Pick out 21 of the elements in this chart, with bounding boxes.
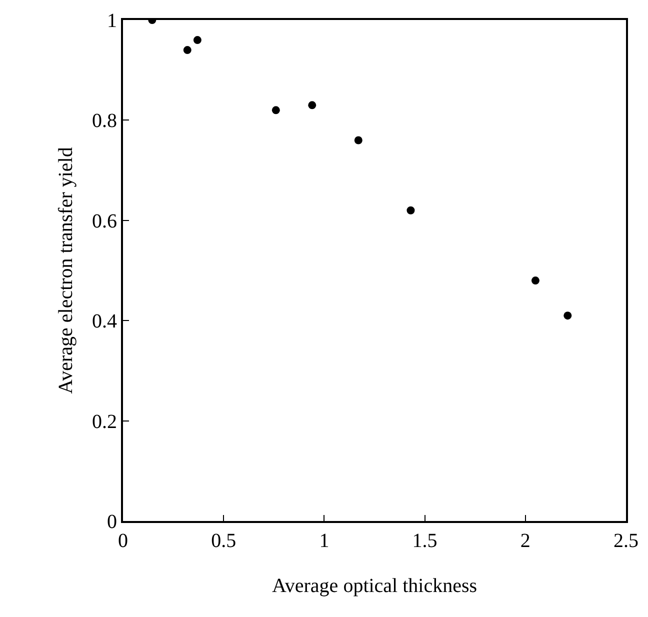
point — [406, 206, 415, 214]
y-tick-label: 1 — [107, 10, 117, 32]
point — [272, 106, 280, 114]
x-tick-label: 0.5 — [211, 530, 236, 552]
x-tick-label: 2.5 — [614, 530, 638, 552]
y-tick-label: 0.4 — [92, 310, 117, 333]
point — [531, 276, 540, 285]
y-tick-label: 0.2 — [92, 410, 117, 433]
point — [308, 101, 316, 110]
x-tick-label: 1.5 — [412, 530, 438, 552]
point — [564, 312, 572, 320]
x-tick-label: 1 — [319, 530, 330, 552]
point — [354, 136, 362, 144]
point — [183, 46, 192, 54]
x-axis-title: Average optical thickness — [272, 575, 478, 597]
y-tick-label: 0.8 — [92, 110, 117, 132]
point — [193, 36, 202, 44]
y-tick-label: 0.6 — [92, 210, 117, 232]
y-axis-title: Average electron transfer yield — [55, 147, 77, 394]
x-tick-label: 2 — [520, 530, 530, 552]
y-tick-label: 0 — [107, 511, 117, 533]
